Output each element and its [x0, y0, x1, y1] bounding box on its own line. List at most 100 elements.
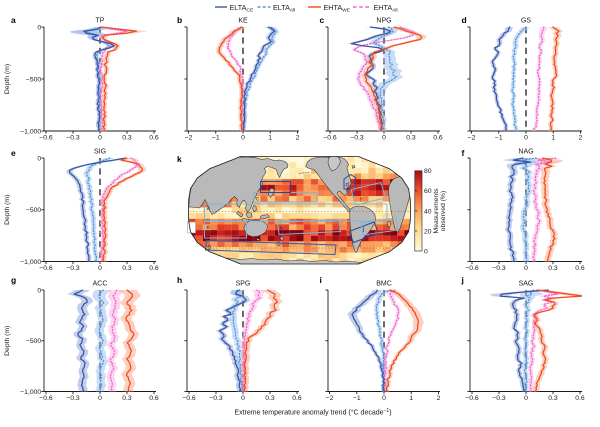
svg-text:b: b	[263, 186, 267, 192]
svg-text:b: b	[177, 15, 182, 25]
svg-text:−0.3: −0.3	[492, 265, 506, 272]
svg-text:−0.3: −0.3	[66, 135, 80, 142]
svg-text:f: f	[462, 148, 465, 158]
svg-text:0.6: 0.6	[292, 395, 302, 402]
svg-text:j: j	[362, 227, 364, 233]
svg-text:2: 2	[296, 135, 300, 142]
svg-text:0.6: 0.6	[575, 395, 585, 402]
svg-text:−2: −2	[468, 135, 476, 142]
svg-text:1: 1	[409, 395, 413, 402]
svg-text:f: f	[353, 193, 355, 199]
svg-text:0: 0	[382, 395, 386, 402]
svg-text:−0.3: −0.3	[66, 395, 80, 402]
svg-text:†: †	[360, 198, 363, 204]
svg-text:k: k	[177, 154, 182, 164]
svg-text:GS: GS	[521, 18, 531, 25]
svg-text:−1: −1	[212, 135, 220, 142]
svg-text:e: e	[11, 148, 16, 158]
svg-text:Depth (m): Depth (m)	[4, 64, 11, 94]
svg-text:0: 0	[37, 155, 41, 162]
svg-text:ACC: ACC	[93, 281, 108, 288]
svg-text:0.3: 0.3	[406, 135, 416, 142]
svg-text:d: d	[346, 183, 349, 189]
svg-text:g: g	[208, 245, 211, 251]
svg-text:a: a	[11, 15, 16, 25]
svg-text:2: 2	[437, 395, 441, 402]
svg-text:EHTAAll: EHTAAll	[374, 3, 398, 14]
svg-text:−500: −500	[26, 207, 42, 214]
svg-text:0.6: 0.6	[149, 395, 159, 402]
svg-text:j: j	[461, 275, 464, 285]
svg-text:c: c	[320, 15, 325, 25]
svg-text:h: h	[280, 227, 283, 233]
svg-text:−500: −500	[26, 338, 42, 345]
svg-text:0: 0	[524, 265, 528, 272]
svg-text:2: 2	[579, 135, 583, 142]
svg-text:0.6: 0.6	[575, 265, 585, 272]
svg-text:g: g	[11, 275, 16, 285]
svg-text:ELTAAll: ELTAAll	[273, 3, 295, 14]
svg-text:1: 1	[551, 135, 555, 142]
svg-text:0: 0	[98, 265, 102, 272]
svg-text:Depth (m): Depth (m)	[4, 326, 11, 356]
svg-text:0.3: 0.3	[122, 395, 132, 402]
svg-text:−1: −1	[495, 135, 503, 142]
svg-text:60: 60	[424, 188, 432, 195]
svg-text:0: 0	[382, 135, 386, 142]
svg-text:0.3: 0.3	[548, 265, 558, 272]
svg-text:−1: −1	[353, 395, 361, 402]
svg-text:Measurementsobserved (%): Measurementsobserved (%)	[433, 188, 447, 234]
svg-text:0: 0	[241, 395, 245, 402]
svg-text:0: 0	[524, 135, 528, 142]
svg-text:KE: KE	[238, 18, 248, 25]
svg-text:NPG: NPG	[376, 18, 391, 25]
svg-text:−1,000: −1,000	[20, 259, 41, 266]
svg-text:0.3: 0.3	[548, 395, 558, 402]
svg-text:a: a	[207, 206, 211, 212]
svg-text:−0.3: −0.3	[66, 265, 80, 272]
svg-text:0: 0	[37, 287, 41, 294]
svg-text:0.3: 0.3	[122, 265, 132, 272]
svg-text:−2: −2	[185, 135, 193, 142]
svg-text:0.6: 0.6	[149, 265, 159, 272]
svg-text:SAG: SAG	[519, 281, 534, 288]
svg-text:e: e	[207, 225, 211, 231]
svg-text:EHTAWE: EHTAWE	[324, 3, 351, 14]
svg-text:0.3: 0.3	[265, 395, 275, 402]
svg-text:i: i	[320, 275, 322, 285]
svg-text:0: 0	[37, 24, 41, 31]
svg-text:−2: −2	[326, 395, 334, 402]
svg-text:−0.6: −0.6	[323, 135, 337, 142]
svg-text:NAG: NAG	[518, 149, 533, 156]
svg-text:i: i	[351, 236, 352, 242]
svg-text:h: h	[177, 275, 182, 285]
svg-text:SPG: SPG	[236, 281, 251, 288]
svg-text:c: c	[256, 197, 259, 203]
svg-text:0: 0	[424, 248, 428, 255]
svg-text:0: 0	[524, 395, 528, 402]
svg-text:0: 0	[98, 135, 102, 142]
svg-text:−0.3: −0.3	[209, 395, 223, 402]
svg-text:0: 0	[241, 135, 245, 142]
svg-text:−0.6: −0.6	[39, 265, 53, 272]
svg-text:20: 20	[424, 228, 432, 235]
svg-text:ELTACE: ELTACE	[230, 3, 254, 14]
svg-text:−500: −500	[26, 76, 42, 83]
svg-text:−0.6: −0.6	[182, 395, 196, 402]
svg-text:−0.6: −0.6	[39, 135, 53, 142]
svg-text:0.3: 0.3	[122, 135, 132, 142]
svg-text:−1,000: −1,000	[20, 389, 41, 396]
svg-text:−0.6: −0.6	[465, 395, 479, 402]
svg-text:d: d	[462, 15, 467, 25]
svg-text:−0.3: −0.3	[492, 395, 506, 402]
svg-text:−0.6: −0.6	[39, 395, 53, 402]
svg-text:−0.6: −0.6	[465, 265, 479, 272]
svg-text:−1,000: −1,000	[20, 128, 41, 135]
svg-text:80: 80	[424, 168, 432, 175]
svg-text:Depth (m): Depth (m)	[4, 195, 11, 225]
svg-text:−0.3: −0.3	[350, 135, 364, 142]
svg-text:1: 1	[268, 135, 272, 142]
svg-text:Extreme temperature anomaly tr: Extreme temperature anomaly trend (°C de…	[234, 408, 391, 416]
svg-text:SIG: SIG	[94, 149, 106, 156]
svg-text:40: 40	[424, 208, 432, 215]
